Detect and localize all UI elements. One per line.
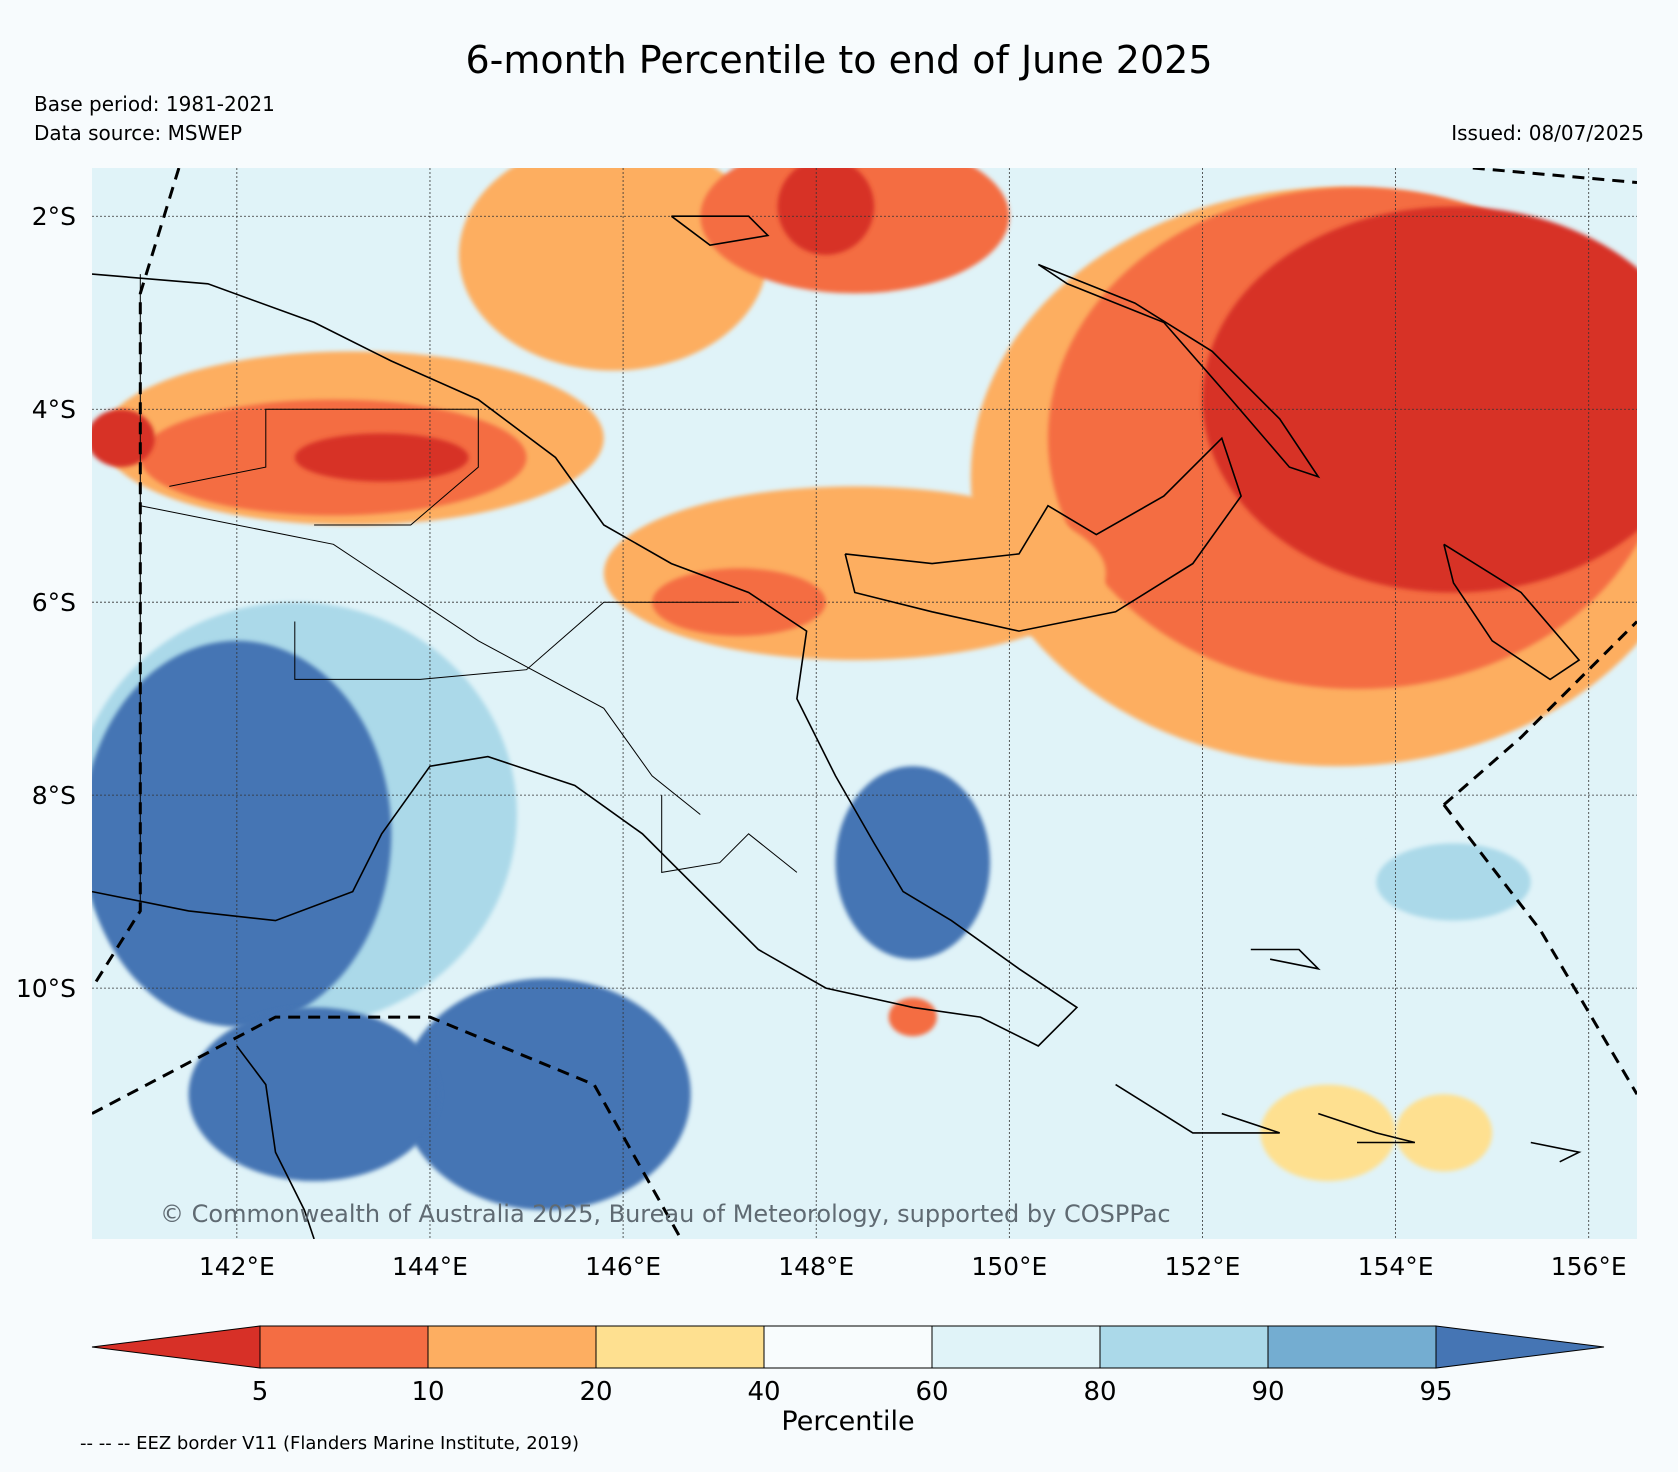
coastline-3 <box>1037 263 1321 479</box>
eez-border-2 <box>1442 620 1637 806</box>
colorbar-tick-label-80: 80 <box>1083 1377 1116 1407</box>
colorbar-tick-label-95: 95 <box>1419 1377 1452 1407</box>
lon-label-148: 148°E <box>778 1252 854 1281</box>
lon-label-150: 150°E <box>971 1252 1047 1281</box>
latitude-labels: 2°S 4°S 6°S 8°S 10°S <box>16 202 76 1003</box>
lat-label-8: 8°S <box>32 781 76 810</box>
eez-footnote: -- -- -- EEZ border V11 (Flanders Marine… <box>80 1433 580 1454</box>
eez-border-1 <box>92 1015 683 1239</box>
eez-border-3 <box>1442 803 1637 1096</box>
coastline-4 <box>670 215 770 247</box>
percentile-region-11 <box>92 409 155 468</box>
eez-borders <box>92 168 1637 1239</box>
lon-label-146: 146°E <box>585 1252 661 1281</box>
colorbar: 5 10 20 40 60 80 90 95 <box>91 1325 1605 1407</box>
percentile-region-10 <box>294 433 469 482</box>
percentile-region-15 <box>188 1007 440 1182</box>
colorbar-swatch-4 <box>931 1325 1101 1369</box>
lat-label-2: 2°S <box>32 202 76 231</box>
percentile-region-0 <box>458 168 768 371</box>
colorbar-under-arrow <box>91 1325 261 1369</box>
map-gridlines <box>92 168 1637 1239</box>
lon-label-156: 156°E <box>1551 1252 1627 1281</box>
colorbar-title: Percentile <box>781 1406 914 1437</box>
percentile-region-13 <box>92 640 392 1027</box>
data-source-text: Data source: MSWEP <box>34 121 243 145</box>
percentile-region-16 <box>835 766 991 960</box>
border-1 <box>169 408 479 526</box>
lon-label-144: 144°E <box>392 1252 468 1281</box>
percentile-region-2 <box>777 168 875 255</box>
colorbar-tick-label-90: 90 <box>1251 1377 1284 1407</box>
colorbar-tick-label-40: 40 <box>747 1377 780 1407</box>
coastline-8 <box>1115 1083 1280 1134</box>
coastline-9 <box>1530 1141 1582 1163</box>
coastlines <box>92 215 1582 1239</box>
coastline-1 <box>236 1045 315 1239</box>
lon-label-152: 152°E <box>1164 1252 1240 1281</box>
colorbar-swatch-6 <box>1267 1325 1437 1369</box>
colorbar-swatch-5 <box>1099 1325 1269 1369</box>
colorbar-swatch-1 <box>427 1325 597 1369</box>
longitude-labels: 142°E 144°E 146°E 148°E 150°E 152°E 154°E 156°E <box>199 1252 1627 1281</box>
percentile-region-14 <box>401 978 691 1211</box>
colorbar-swatch-0 <box>259 1325 429 1369</box>
percentile-region-5 <box>1202 206 1637 593</box>
percentile-region-21 <box>888 997 937 1037</box>
coastline-0 <box>92 273 1079 1047</box>
issued-date-text: Issued: 08/07/2025 <box>1451 121 1644 145</box>
map-title: 6-month Percentile to end of June 2025 <box>465 38 1213 82</box>
coastline-5 <box>1443 543 1581 681</box>
colorbar-tick-label-60: 60 <box>915 1377 948 1407</box>
colorbar-tick-label-10: 10 <box>411 1377 444 1407</box>
percentile-region-6 <box>603 486 1106 661</box>
eez-border-0 <box>92 168 181 989</box>
percentile-region-20 <box>1395 1094 1493 1172</box>
lon-label-154: 154°E <box>1358 1252 1434 1281</box>
border-2 <box>140 505 701 815</box>
coastline-6 <box>1250 948 1321 971</box>
border-4 <box>661 795 798 873</box>
lon-label-142: 142°E <box>199 1252 275 1281</box>
lat-label-4: 4°S <box>32 395 76 424</box>
lat-label-10: 10°S <box>16 974 76 1003</box>
colorbar-swatch-3 <box>763 1325 933 1369</box>
lat-label-6: 6°S <box>32 588 76 617</box>
eez-border-4 <box>1472 168 1637 184</box>
percentile-region-19 <box>1260 1084 1396 1182</box>
border-3 <box>294 601 739 680</box>
colorbar-swatch-2 <box>595 1325 765 1369</box>
base-period-text: Base period: 1981-2021 <box>34 92 275 116</box>
colorbar-tick-label-5: 5 <box>252 1377 269 1407</box>
percentile-region-18 <box>1376 843 1531 921</box>
coastline-2 <box>844 436 1242 632</box>
colorbar-over-arrow <box>1435 1325 1605 1369</box>
colorbar-tick-label-20: 20 <box>579 1377 612 1407</box>
coastline-7 <box>1318 1112 1416 1144</box>
copyright-text: © Commonwealth of Australia 2025, Bureau… <box>160 1200 1171 1228</box>
